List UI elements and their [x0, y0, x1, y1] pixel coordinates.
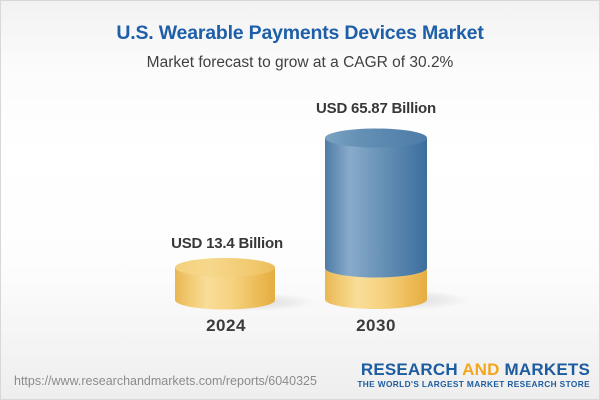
- logo-wordmark: RESEARCH AND MARKETS: [357, 361, 590, 378]
- research-and-markets-logo: RESEARCH AND MARKETS THE WORLD'S LARGEST…: [357, 361, 590, 388]
- logo-word-research: RESEARCH: [360, 360, 458, 379]
- cylinder-2030: [325, 128, 427, 309]
- value-label-2030: USD 65.87 Billion: [316, 100, 436, 117]
- page-title: U.S. Wearable Payments Devices Market: [116, 22, 484, 44]
- category-label-2024: 2024: [206, 316, 246, 335]
- logo-word-markets: MARKETS: [504, 360, 590, 379]
- value-label-2024: USD 13.4 Billion: [171, 235, 283, 252]
- report-url-link[interactable]: https://www.researchandmarkets.com/repor…: [14, 374, 317, 388]
- logo-word-and: AND: [462, 360, 500, 379]
- category-label-2030: 2030: [356, 316, 396, 335]
- logo-tagline: THE WORLD'S LARGEST MARKET RESEARCH STOR…: [357, 379, 590, 389]
- cylinder-2024: [175, 258, 275, 310]
- page-subtitle: Market forecast to grow at a CAGR of 30.…: [146, 54, 454, 71]
